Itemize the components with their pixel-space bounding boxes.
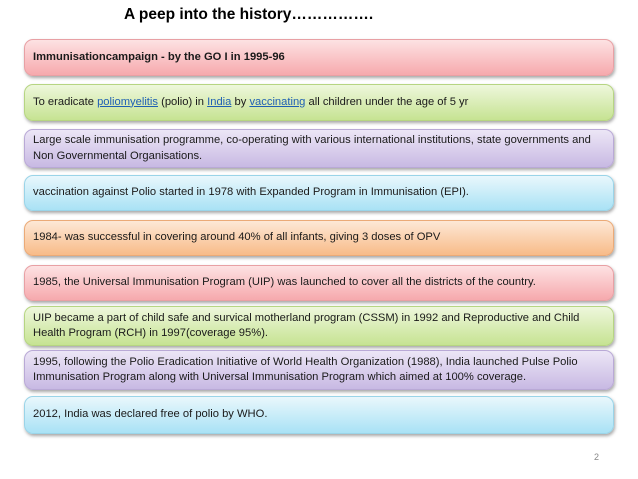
timeline-box-1995: 1995, following the Polio Eradication In… (24, 350, 614, 390)
text-fragment: To eradicate (33, 95, 98, 108)
box-text: Large scale immunisation programme, co-o… (33, 134, 591, 162)
box-text: Immunisationcampaign - by the GO I in 19… (33, 50, 285, 63)
vaccinating-link[interactable]: vaccinating (249, 95, 306, 108)
timeline-box-1984: 1984- was successful in covering around … (24, 220, 614, 256)
box-text: UIP became a part of child safe and surv… (33, 311, 580, 340)
timeline-box-1985: 1985, the Universal Immunisation Program… (24, 265, 614, 301)
text-fragment: all children under the age of 5 yr (305, 95, 469, 108)
box-text: To eradicate poliomyelitis (polio) in In… (33, 95, 468, 111)
timeline-box-programme: Large scale immunisation programme, co-o… (24, 129, 614, 168)
box-text: 1984- was successful in covering around … (33, 231, 441, 244)
timeline-box-2012: 2012, India was declared free of polio b… (24, 396, 614, 434)
page-number: 2 (594, 452, 600, 462)
box-text: 2012, India was declared free of polio b… (33, 408, 268, 421)
box-text: 1995, following the Polio Eradication In… (33, 355, 578, 384)
poliomyelitis-link[interactable]: poliomyelitis (97, 95, 158, 108)
timeline-box-aim: To eradicate poliomyelitis (polio) in In… (24, 84, 614, 121)
timeline-box-1992: UIP became a part of child safe and surv… (24, 306, 614, 346)
timeline-box-campaign: Immunisationcampaign - by the GO I in 19… (24, 39, 614, 76)
box-text: vaccination against Polio started in 197… (33, 186, 469, 199)
text-fragment: (polio) in (158, 95, 208, 108)
box-text: 1985, the Universal Immunisation Program… (33, 276, 536, 289)
text-fragment: by (231, 95, 250, 108)
timeline-box-1978: vaccination against Polio started in 197… (24, 175, 614, 211)
india-link[interactable]: India (207, 95, 232, 108)
slide-title: A peep into the history……………. (124, 6, 374, 23)
